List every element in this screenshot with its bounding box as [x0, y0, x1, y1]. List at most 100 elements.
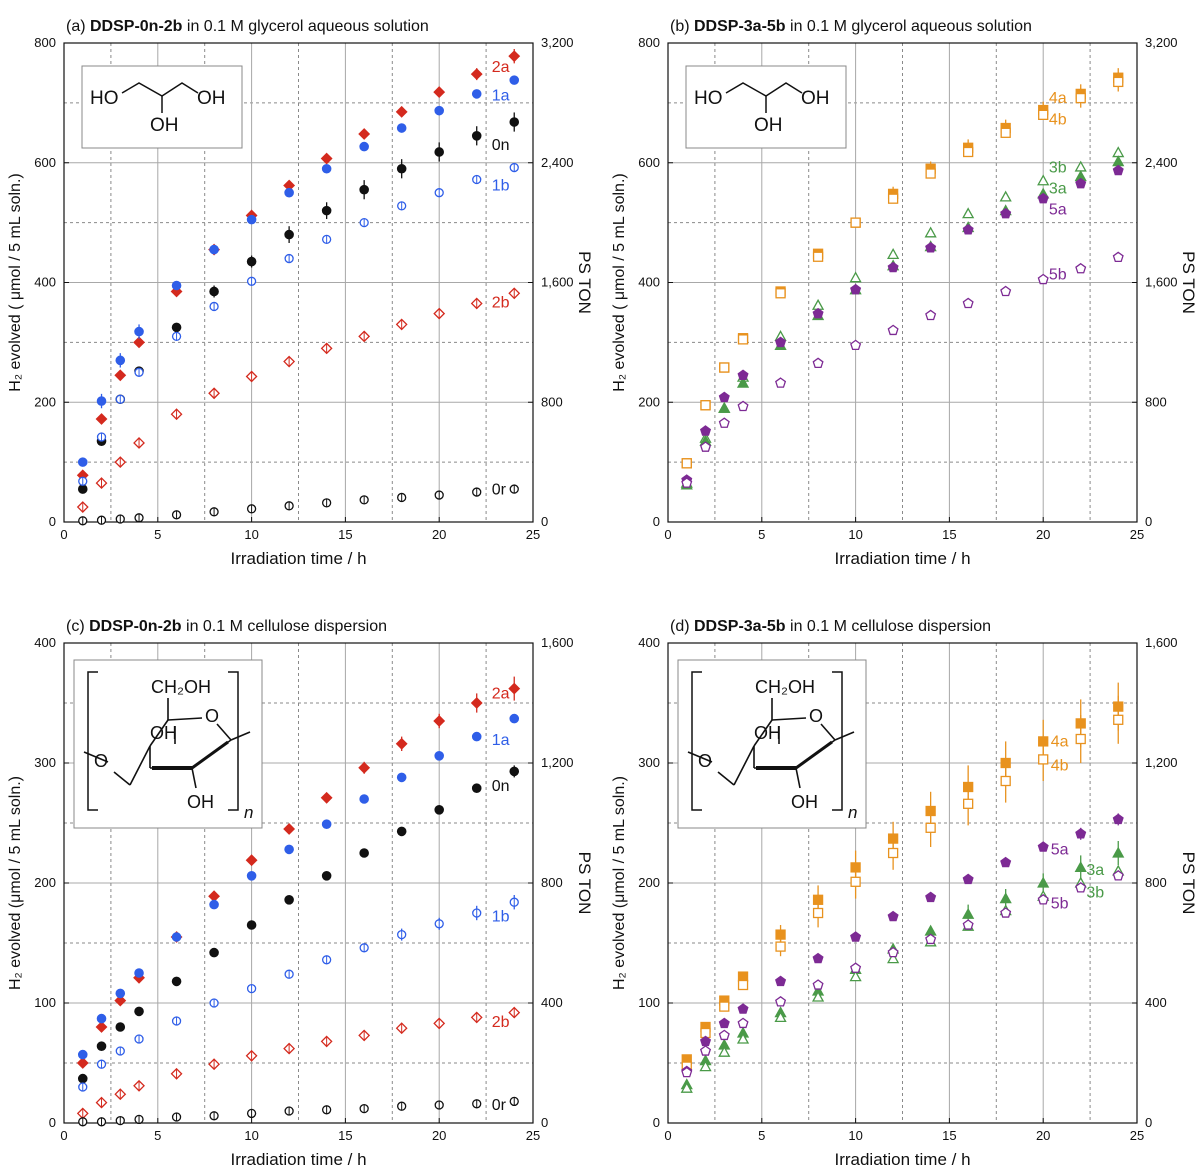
- data-point-1a: [246, 871, 257, 881]
- data-point-1a: [359, 141, 369, 152]
- data-point-1a: [471, 89, 482, 99]
- oh-bottom-label: OH: [187, 792, 214, 812]
- series-label-5a: 5a: [1049, 201, 1067, 218]
- x-axis-label: Irradiation time / h: [230, 549, 366, 568]
- x-tick-label: 5: [758, 1128, 765, 1143]
- series-1b: [78, 895, 519, 1092]
- data-point-4b: [737, 334, 749, 345]
- data-point-0n: [77, 1073, 88, 1084]
- y2-tick-label: 0: [541, 1115, 548, 1130]
- data-point-4b: [1038, 109, 1049, 120]
- data-point-5a: [850, 283, 862, 295]
- data-point-2a: [114, 994, 127, 1007]
- x-tick-label: 0: [60, 1128, 67, 1143]
- data-point-5b: [1037, 273, 1049, 285]
- data-point-0n: [434, 147, 445, 157]
- series-label-5b: 5b: [1051, 895, 1069, 912]
- data-point-0n: [471, 131, 482, 141]
- data-point-5b: [1112, 869, 1124, 881]
- chart-title-prefix: (a): [66, 18, 90, 35]
- data-point-5b: [718, 417, 730, 428]
- x-tick-label: 20: [1036, 1128, 1050, 1143]
- series-label-1a: 1a: [492, 732, 510, 749]
- y2-tick-label: 400: [541, 995, 563, 1010]
- series-0r: [78, 1096, 519, 1127]
- structure-bond: [795, 767, 801, 789]
- data-point-2a: [395, 737, 408, 750]
- x-axis-label: Irradiation time / h: [834, 1150, 970, 1167]
- series-label-0n: 0n: [492, 137, 510, 154]
- series-label-5b: 5b: [1049, 267, 1067, 284]
- data-point-5a: [1075, 177, 1087, 189]
- y2-tick-label: 1,600: [1145, 635, 1178, 650]
- y2-tick-label: 1,600: [1145, 275, 1178, 290]
- data-point-0n: [96, 1041, 107, 1051]
- x-tick-label: 20: [432, 527, 446, 542]
- data-point-5a: [962, 873, 974, 885]
- series-label-4b: 4b: [1049, 112, 1067, 129]
- repeat-n-label: n: [848, 803, 857, 822]
- data-point-3b: [849, 271, 862, 283]
- data-point-0n: [284, 229, 294, 240]
- chart-title: (a) DDSP-0n-2b in 0.1 M glycerol aqueous…: [66, 18, 429, 35]
- data-point-5b: [850, 339, 862, 351]
- series-1a: [77, 75, 520, 467]
- data-point-1a: [171, 932, 182, 942]
- data-point-5a: [1075, 827, 1087, 839]
- left-bracket: [87, 671, 98, 811]
- y2-tick-label: 1,200: [541, 755, 574, 770]
- series-4b: [681, 72, 1124, 469]
- data-point-5b: [681, 477, 693, 488]
- data-point-3b: [1074, 160, 1087, 172]
- data-point-1a: [171, 280, 182, 291]
- data-point-2a: [508, 682, 521, 695]
- data-point-4b: [1075, 92, 1086, 104]
- y-tick-label: 800: [34, 35, 56, 50]
- data-point-5a: [775, 975, 787, 987]
- y-tick-label: 0: [49, 1115, 56, 1130]
- data-point-3b: [924, 226, 937, 238]
- x-tick-label: 0: [60, 527, 67, 542]
- series-4b: [681, 695, 1124, 1072]
- series-label-0r: 0r: [492, 482, 507, 499]
- structure-box: [73, 659, 263, 829]
- data-point-5b: [925, 933, 937, 945]
- structure-bond: [167, 717, 203, 721]
- data-point-1a: [246, 214, 257, 225]
- series-label-1b: 1b: [492, 909, 510, 926]
- data-point-2a: [95, 1021, 108, 1033]
- data-point-2a: [433, 86, 446, 99]
- oh-mid-label: OH: [150, 723, 177, 743]
- data-point-5a: [962, 224, 974, 235]
- series-label-3a: 3a: [1086, 862, 1104, 879]
- structure-bond: [129, 745, 151, 786]
- x-tick-label: 15: [942, 1128, 956, 1143]
- y-axis-label: H₂ evolved (μmol / 5 mL soln.): [611, 776, 628, 990]
- y-tick-label: 300: [638, 755, 660, 770]
- data-point-4b: [775, 941, 786, 952]
- data-point-5b: [1075, 881, 1087, 893]
- data-point-0n: [359, 184, 369, 195]
- structure-bond: [771, 717, 807, 721]
- y2-axis-label: PS TON: [1179, 852, 1198, 915]
- chart-title: (d) DDSP-3a-5b in 0.1 M cellulose disper…: [670, 618, 991, 635]
- y2-axis-label: PS TON: [575, 251, 594, 314]
- data-point-5b: [1000, 285, 1012, 297]
- series-label-2a: 2a: [492, 59, 510, 76]
- data-point-3b: [699, 1060, 712, 1072]
- data-point-1a: [134, 968, 144, 978]
- data-point-5a: [887, 261, 899, 273]
- data-point-5a: [850, 931, 862, 942]
- data-point-2a: [245, 854, 258, 867]
- chart-panel-c: 0 5 10 15 20 25010020030040004008001,2001,600…: [7, 618, 594, 1167]
- data-point-1a: [209, 244, 219, 255]
- series-3b: [680, 146, 1125, 488]
- data-point-3b: [718, 1045, 731, 1057]
- ring-oxygen-label: O: [205, 706, 219, 726]
- y2-tick-label: 800: [541, 875, 563, 890]
- x-tick-label: 10: [848, 1128, 862, 1143]
- x-tick-label: 15: [338, 527, 352, 542]
- data-point-0n: [209, 286, 219, 297]
- data-point-2a: [133, 336, 145, 349]
